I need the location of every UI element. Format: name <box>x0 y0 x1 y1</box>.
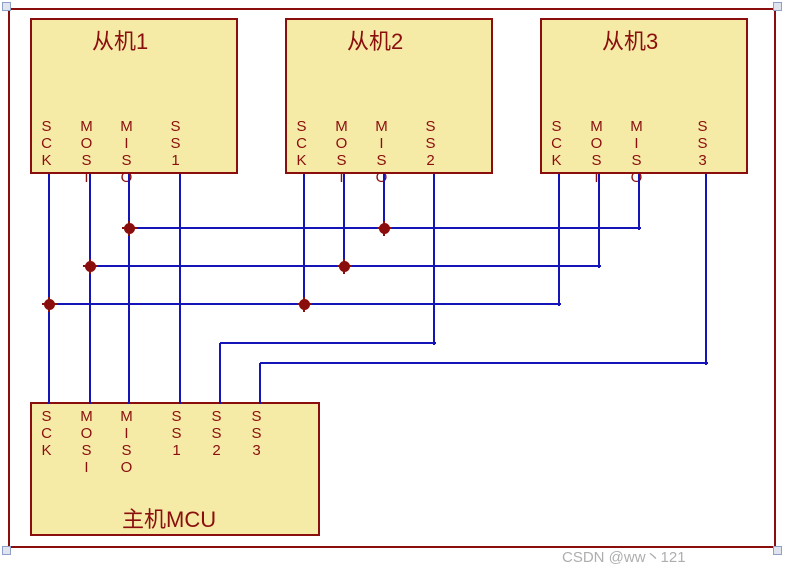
wire-s3-miso <box>638 174 640 230</box>
slave2-pin-mosi: MOSI <box>334 118 349 186</box>
wire-ss3-drop <box>705 174 707 365</box>
slave2-title: 从机2 <box>347 24 403 56</box>
junction-cross-v-5 <box>303 297 305 312</box>
slave3-title: 从机3 <box>602 24 658 56</box>
slave3-pin-mosi: MOSI <box>589 118 604 186</box>
wire-mosi-main <box>89 174 91 404</box>
wire-ss2-drop <box>433 174 435 345</box>
master-pin-ss3: SS3 <box>249 408 264 459</box>
slave2-pin-ss2: SS2 <box>423 118 438 169</box>
watermark: CSDN @ww丶121 <box>562 546 686 567</box>
wire-ss3-h <box>260 362 708 364</box>
slave2-pin-miso: MISO <box>374 118 389 186</box>
master-pin-ss1: SS1 <box>169 408 184 459</box>
master-pin-ss2: SS2 <box>209 408 224 459</box>
slave1-pin-miso: MISO <box>119 118 134 186</box>
master-pin-miso: MISO <box>119 408 134 476</box>
junction-cross-v-4 <box>48 297 50 312</box>
slave3-pin-ss3: SS3 <box>695 118 710 169</box>
wire-ss2-h <box>220 342 436 344</box>
wire-sck-main <box>48 174 50 404</box>
wire-s2-mosi <box>343 174 345 268</box>
selection-handle-1 <box>773 2 782 11</box>
wire-s3-mosi <box>598 174 600 268</box>
wire-s3-sck <box>558 174 560 306</box>
wire-s2-sck <box>303 174 305 306</box>
junction-cross-v-1 <box>383 221 385 236</box>
slave3-pin-sck: SCK <box>549 118 564 169</box>
wire-ss1 <box>179 174 181 404</box>
selection-handle-0 <box>2 2 11 11</box>
master-title: 主机MCU <box>122 502 216 534</box>
master-pin-mosi: MOSI <box>79 408 94 476</box>
slave3-pin-miso: MISO <box>629 118 644 186</box>
wire-ss3-up <box>259 363 261 404</box>
selection-handle-2 <box>2 546 11 555</box>
slave1-title: 从机1 <box>92 24 148 56</box>
wire-miso-main <box>128 174 130 404</box>
slave1-pin-ss1: SS1 <box>168 118 183 169</box>
slave2-pin-sck: SCK <box>294 118 309 169</box>
slave1-pin-mosi: MOSI <box>79 118 94 186</box>
junction-cross-v-2 <box>89 259 91 274</box>
junction-cross-v-3 <box>343 259 345 274</box>
junction-cross-v-0 <box>128 221 130 236</box>
selection-handle-3 <box>773 546 782 555</box>
wire-ss2-up <box>219 343 221 404</box>
master-pin-sck: SCK <box>39 408 54 459</box>
slave1-pin-sck: SCK <box>39 118 54 169</box>
